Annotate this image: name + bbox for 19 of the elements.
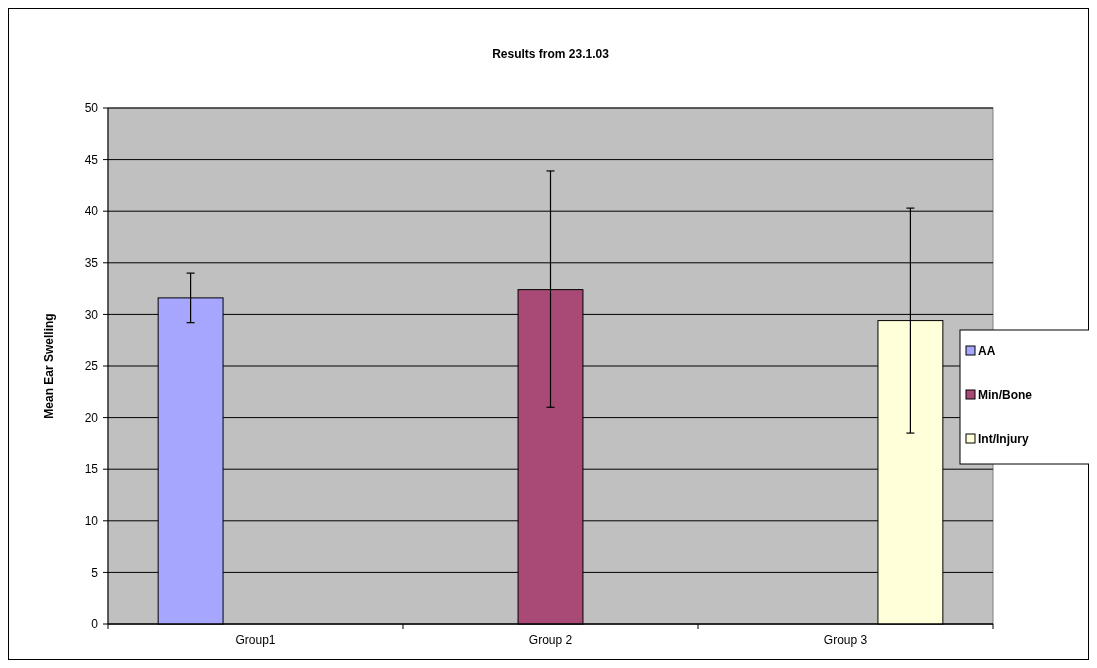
y-tick-label: 25 — [84, 359, 99, 374]
x-tick-label: Group1 — [235, 633, 276, 647]
y-tick-label: 10 — [84, 514, 99, 528]
y-tick-label: 45 — [84, 152, 99, 167]
y-tick-label: 30 — [84, 307, 99, 322]
x-tick-label: Group 3 — [823, 633, 868, 647]
y-tick-label: 20 — [84, 410, 99, 425]
legend-label: Int/Injury — [978, 432, 1029, 447]
legend-label: Min/Bone — [978, 388, 1033, 403]
chart-title: Results from 23.1.03 — [492, 47, 610, 61]
y-tick-label: 5 — [91, 565, 99, 580]
legend-label: AA — [978, 344, 996, 359]
x-tick-label: Group 2 — [528, 633, 573, 647]
y-tick-label: 0 — [91, 617, 99, 632]
y-tick-label: 50 — [84, 101, 99, 116]
y-axis-title: Mean Ear Swelling — [42, 313, 56, 419]
y-tick-label: 40 — [84, 204, 99, 219]
y-tick-label: 35 — [84, 256, 99, 270]
y-tick-label: 15 — [84, 462, 99, 477]
